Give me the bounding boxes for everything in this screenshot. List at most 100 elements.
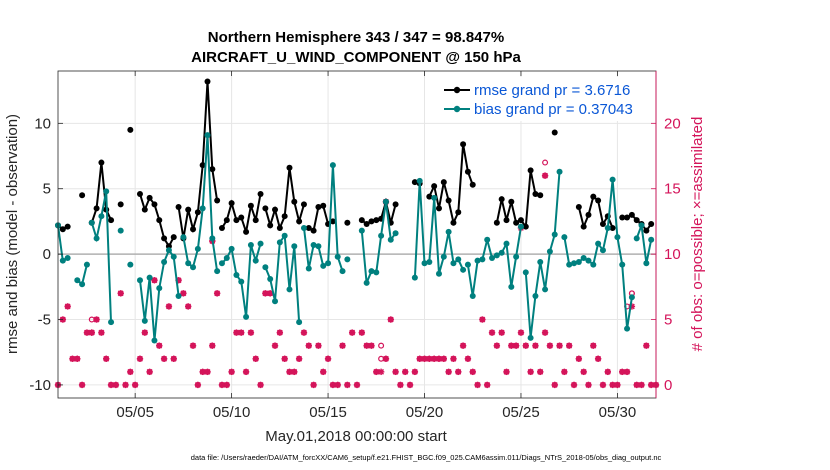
obs-assimilated-stroke: [469, 368, 476, 375]
obs-assimilated-marker: [537, 368, 544, 376]
obs-assimilated-marker: [136, 355, 144, 362]
rmse-point: [373, 217, 380, 224]
obs-assimilated-stroke: [431, 355, 438, 362]
rmse-point: [599, 221, 606, 228]
bias-series: [55, 132, 655, 344]
obs-assimilated-marker: [488, 329, 496, 336]
bias-point: [619, 261, 626, 268]
obs-assimilated-marker: [281, 355, 288, 362]
rmse-point: [469, 181, 476, 188]
obs-assimilated-stroke: [387, 316, 394, 323]
rmse-point: [64, 223, 71, 230]
rmse-point: [551, 129, 558, 136]
rmse-point: [358, 217, 365, 224]
bias-point: [532, 292, 539, 299]
obs-assimilated-stroke: [354, 381, 360, 388]
bias-point: [79, 281, 86, 288]
bias-point: [204, 132, 211, 139]
obs-assimilated-marker: [180, 290, 187, 297]
obs-assimilated-stroke: [498, 329, 505, 336]
bias-point: [185, 260, 192, 267]
obs-assimilated-stroke: [643, 342, 650, 349]
bias-point: [378, 232, 385, 239]
bias-point: [426, 258, 433, 265]
bias-point: [455, 256, 462, 263]
rmse-point: [455, 209, 462, 216]
bias-point: [435, 270, 442, 277]
obs-assimilated-stroke: [301, 329, 307, 336]
obs-assimilated-marker: [411, 368, 419, 376]
rmse-point: [204, 78, 211, 85]
obs-assimilated-marker: [320, 368, 327, 376]
bias-point: [252, 257, 259, 264]
rmse-point: [305, 224, 312, 231]
rmse-point: [296, 218, 303, 225]
obs-assimilated-marker: [546, 342, 554, 349]
bias-point: [566, 261, 573, 268]
obs-assimilated-marker: [623, 368, 631, 376]
obs-assimilated-stroke: [474, 381, 481, 388]
obs-assimilated-stroke: [243, 368, 250, 375]
obs-assimilated-stroke: [233, 329, 240, 336]
y2-tick-label: 10: [664, 246, 681, 263]
rmse-point: [595, 197, 602, 204]
obs-assimilated-stroke: [180, 290, 187, 297]
rmse-point: [190, 226, 197, 233]
bias-point: [103, 188, 110, 195]
obs-assimilated-stroke: [411, 368, 418, 375]
bias-point: [209, 235, 216, 242]
obs-assimilated-stroke: [392, 368, 399, 375]
obs-assimilated-stroke: [518, 329, 524, 336]
obs-assimilated-marker: [484, 381, 491, 389]
obs-assimilated-marker: [474, 381, 481, 389]
obs-assimilated-marker: [565, 342, 573, 349]
rmse-point: [445, 197, 452, 204]
obs-assimilated-stroke: [633, 381, 640, 388]
bias-point: [493, 252, 500, 259]
rmse-point: [175, 204, 182, 211]
obs-assimilated-marker: [368, 342, 375, 349]
bias-point: [88, 219, 95, 226]
obs-assimilated-marker: [402, 368, 409, 376]
bias-point: [257, 240, 264, 247]
obs-assimilated-marker: [233, 329, 240, 336]
obs-assimilated-stroke: [590, 342, 597, 349]
obs-assimilated-stroke: [141, 329, 148, 336]
obs-assimilated-stroke: [137, 355, 143, 362]
obs-assimilated-stroke: [194, 381, 201, 388]
obs-assimilated-stroke: [291, 368, 298, 375]
obs-assimilated-stroke: [127, 368, 134, 375]
legend-rmse-marker: [453, 86, 461, 94]
rmse-point: [117, 201, 124, 208]
bias-point: [194, 245, 201, 252]
x-axis-label: May.01,2018 00:00:00 start: [265, 428, 447, 445]
bias-point: [315, 243, 322, 250]
bias-point: [98, 213, 105, 220]
rmse-point: [310, 227, 317, 234]
obs-assimilated-marker: [503, 368, 510, 376]
obs-assimilated-stroke: [556, 342, 563, 349]
obs-assimilated-marker: [276, 329, 284, 336]
obs-assimilated-marker: [334, 381, 341, 389]
bias-point: [141, 317, 148, 324]
bias-point: [517, 223, 524, 230]
bias-point: [59, 257, 66, 264]
obs-assimilated-stroke: [185, 303, 192, 310]
obs-assimilated-stroke: [103, 355, 110, 362]
obs-assimilated-stroke: [204, 368, 211, 375]
bias-point: [83, 261, 90, 268]
obs-assimilated-marker: [426, 355, 433, 362]
obs-assimilated-marker: [141, 329, 149, 336]
obs-assimilated-marker: [131, 381, 139, 389]
obs-assimilated-stroke: [566, 342, 573, 349]
obs-assimilated-marker: [74, 355, 81, 362]
bias-point: [108, 319, 115, 326]
rmse-point: [431, 183, 438, 190]
obs-assimilated-marker: [570, 381, 578, 389]
bias-point: [156, 285, 163, 292]
rmse-point: [344, 219, 351, 226]
rmse-point: [218, 224, 225, 231]
obs-assimilated-stroke: [537, 368, 544, 375]
x-tick-label: 05/05: [116, 404, 154, 421]
obs-assimilated-stroke: [585, 381, 592, 388]
